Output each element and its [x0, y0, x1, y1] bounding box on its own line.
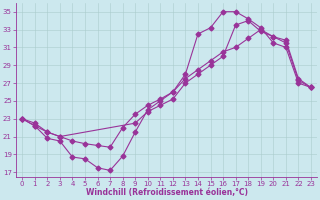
X-axis label: Windchill (Refroidissement éolien,°C): Windchill (Refroidissement éolien,°C): [85, 188, 248, 197]
